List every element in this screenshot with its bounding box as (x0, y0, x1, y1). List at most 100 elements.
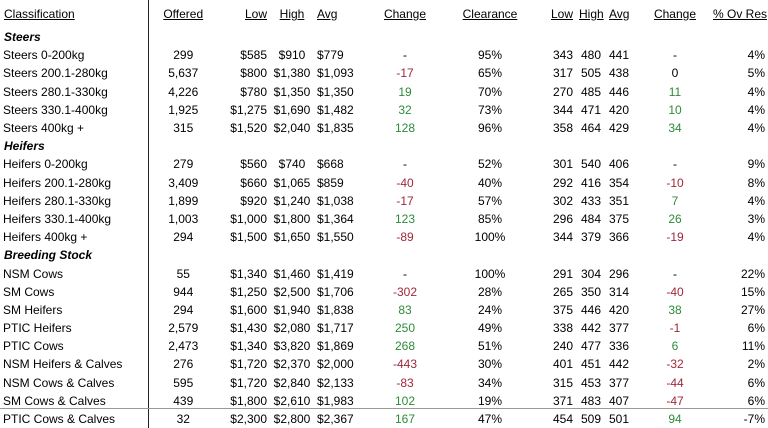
classification-cell: SM Heifers (3, 302, 63, 317)
high-cell: $2,370 (273, 357, 311, 372)
avg2-cell: 420 (609, 102, 630, 117)
change-cell: 123 (394, 211, 416, 226)
high2-cell: 304 (580, 266, 602, 281)
change-cell: 19 (398, 84, 412, 99)
avg2-cell: 375 (609, 211, 630, 226)
section-blank-cell (147, 28, 218, 47)
low-cell: $1,720 (230, 357, 267, 372)
high2-cell: 350 (580, 284, 602, 299)
clearance-cell: 100% (474, 266, 506, 281)
high-cell: $1,240 (273, 193, 311, 208)
high-cell: $2,040 (273, 121, 311, 136)
low-cell: $800 (240, 66, 267, 81)
high2-cell: 446 (580, 302, 602, 317)
ov-res-cell: 27% (740, 302, 765, 317)
low2-cell: 344 (552, 102, 573, 117)
avg-cell: $1,869 (317, 339, 354, 354)
classification-cell: NSM Cows & Calves (3, 375, 115, 390)
high2-cell: 480 (580, 48, 602, 63)
section-title: Steers (4, 30, 41, 45)
section-blank-cell (147, 137, 218, 156)
table-row: NSM Cows 55 $1,340 $1,460 $1,419 - 100% 291 304 2… (0, 264, 768, 283)
header-low: Low (244, 7, 267, 21)
clearance-cell: 40% (477, 175, 503, 190)
avg-cell: $1,550 (317, 230, 354, 245)
ov-res-cell: 6% (747, 393, 765, 408)
avg2-cell: 429 (609, 121, 630, 136)
high2-cell: 484 (580, 211, 602, 226)
high2-cell: 416 (580, 175, 602, 190)
table-row: Steers 280.1-330kg 4,226 $780 $1,350 $1,350 1… (0, 82, 768, 101)
high-cell: $2,610 (273, 393, 311, 408)
change2-cell: 34 (668, 121, 682, 136)
low2-cell: 343 (552, 48, 573, 63)
table-row: SM Cows 944 $1,250 $2,500 $1,706 -302 28% 265 35… (0, 282, 768, 301)
clearance-cell: 70% (477, 84, 503, 99)
avg-cell: $1,093 (317, 66, 354, 81)
section-blank-cell (710, 28, 768, 46)
low2-cell: 344 (552, 230, 573, 245)
change2-cell: 6 (671, 339, 679, 354)
high2-cell: 453 (580, 375, 602, 390)
section-blank-cell (218, 246, 270, 264)
high-cell: $910 (278, 48, 306, 63)
avg2-cell: 296 (609, 266, 630, 281)
offered-cell: 944 (147, 282, 218, 301)
header-offered: Offered (147, 0, 218, 28)
low2-cell: 454 (552, 412, 573, 427)
high-cell: $1,940 (273, 302, 311, 317)
ov-res-cell: 8% (747, 175, 765, 190)
section-blank-cell (710, 246, 768, 264)
offered-cell: 299 (147, 46, 218, 65)
avg-cell: $1,838 (317, 302, 354, 317)
low2-cell: 338 (552, 321, 573, 336)
avg-cell: $1,983 (317, 393, 354, 408)
change-cell: -443 (392, 357, 418, 372)
change-cell: -89 (396, 230, 414, 245)
change2-cell: 38 (668, 302, 682, 317)
avg-cell: $2,000 (317, 357, 354, 372)
classification-cell: SM Cows (3, 284, 55, 299)
low-cell: $585 (240, 48, 267, 63)
section-blank-cell (218, 28, 270, 46)
clearance-cell: 49% (477, 321, 503, 336)
change2-cell: 7 (671, 193, 679, 208)
offered-cell: 315 (147, 118, 218, 138)
classification-cell: Heifers 400kg + (3, 230, 88, 245)
low-cell: $1,250 (230, 284, 267, 299)
classification-cell: Steers 200.1-280kg (3, 66, 108, 81)
section-blank-cell (364, 137, 446, 155)
clearance-cell: 65% (477, 66, 503, 81)
offered-cell: 294 (147, 228, 218, 247)
low-cell: $1,800 (230, 393, 267, 408)
change-cell: 32 (398, 102, 412, 117)
section-blank-cell (364, 246, 446, 264)
clearance-cell: 95% (477, 48, 503, 63)
clearance-cell: 57% (477, 193, 503, 208)
change2-cell: 11 (668, 84, 682, 99)
change2-cell: - (673, 266, 677, 281)
high2-cell: 540 (580, 157, 602, 172)
change2-cell: 10 (668, 102, 682, 117)
change2-cell: 94 (668, 412, 682, 427)
ov-res-cell: 11% (741, 339, 765, 354)
low-cell: $2,300 (230, 412, 267, 427)
table-row: SM Heifers 294 $1,600 $1,940 $1,838 83 24% 375 4… (0, 300, 768, 319)
low-cell: $1,340 (230, 266, 267, 281)
change-cell: 167 (394, 412, 416, 427)
change2-cell: -47 (666, 393, 684, 408)
change-cell: -17 (396, 66, 414, 81)
avg-cell: $859 (317, 175, 344, 190)
section-blank-cell (710, 137, 768, 155)
avg2-cell: 351 (609, 193, 630, 208)
change2-cell: -19 (666, 230, 684, 245)
avg-cell: $2,133 (317, 375, 354, 390)
section-blank-cell (364, 28, 446, 46)
high2-cell: 471 (580, 102, 602, 117)
table-row: Heifers 0-200kg 279 $560 $740 $668 - 52% 301 540… (0, 155, 768, 174)
section-row: Heifers (0, 137, 768, 156)
section-blank-cell (218, 137, 270, 155)
section-blank-cell (446, 28, 534, 46)
high-cell: $2,080 (273, 321, 311, 336)
